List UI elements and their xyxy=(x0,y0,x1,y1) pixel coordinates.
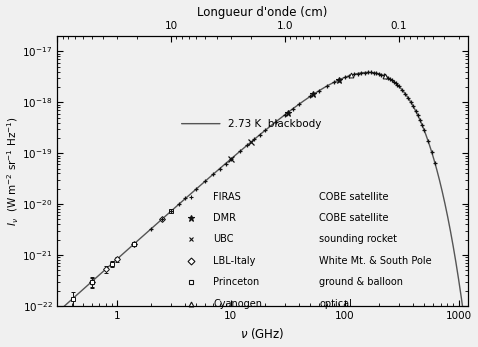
Text: COBE satellite: COBE satellite xyxy=(319,213,389,223)
X-axis label: Longueur d'onde (cm): Longueur d'onde (cm) xyxy=(197,6,327,18)
Y-axis label: $I_\nu$  (W m$^{-2}$ sr$^{-1}$ Hz$^{-1}$): $I_\nu$ (W m$^{-2}$ sr$^{-1}$ Hz$^{-1}$) xyxy=(6,116,21,226)
Text: 2.73 K  blackbody: 2.73 K blackbody xyxy=(228,119,322,129)
Text: COBE satellite: COBE satellite xyxy=(319,192,389,202)
Text: DMR: DMR xyxy=(213,213,236,223)
Text: sounding rocket: sounding rocket xyxy=(319,235,397,245)
Text: White Mt. & South Pole: White Mt. & South Pole xyxy=(319,256,432,266)
Text: ground & balloon: ground & balloon xyxy=(319,277,403,287)
Text: Princeton: Princeton xyxy=(213,277,260,287)
Text: FIRAS: FIRAS xyxy=(213,192,241,202)
Text: optical: optical xyxy=(319,299,352,309)
X-axis label: $\nu$ (GHz): $\nu$ (GHz) xyxy=(240,327,285,341)
Text: Cyanogen: Cyanogen xyxy=(213,299,262,309)
Text: UBC: UBC xyxy=(213,235,234,245)
Text: LBL-Italy: LBL-Italy xyxy=(213,256,256,266)
